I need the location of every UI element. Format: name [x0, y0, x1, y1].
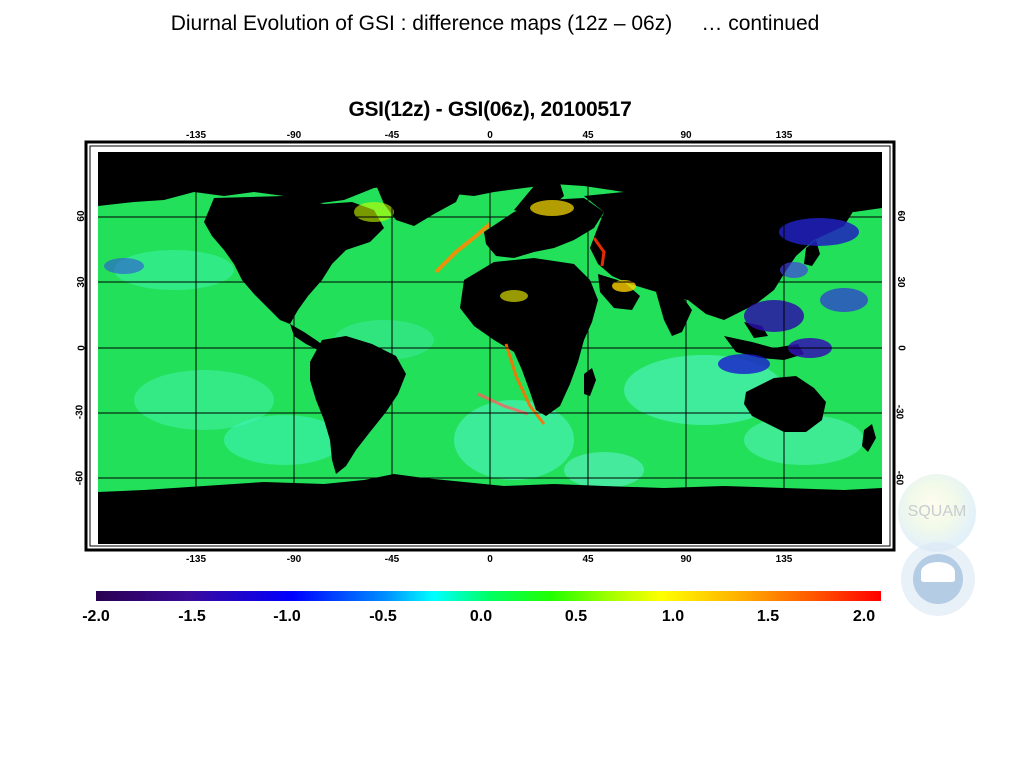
negative-anomaly	[744, 300, 804, 332]
land-japan	[804, 240, 820, 266]
ocean-texture	[744, 415, 864, 465]
lon-tick-bottom: 90	[680, 554, 692, 565]
land-new-zealand	[862, 424, 876, 452]
colorbar-label: 0.5	[564, 608, 588, 625]
lat-tick-right: 0	[895, 345, 907, 351]
negative-anomaly	[718, 354, 770, 374]
lon-tick-bottom: -135	[185, 554, 207, 565]
positive-anomaly	[530, 200, 574, 216]
land-arabia	[598, 274, 640, 310]
positive-anomaly	[477, 392, 529, 416]
land-central-america	[290, 324, 324, 350]
lon-tick-bottom: 0	[487, 554, 493, 565]
lat-tick-right: 60	[895, 210, 907, 222]
ocean-texture	[564, 452, 644, 488]
lon-tick-bottom: -90	[286, 554, 302, 565]
positive-anomaly	[500, 290, 528, 302]
map-title: GSI(12z) - GSI(06z), 20100517	[348, 98, 632, 121]
land-scandinavia	[514, 180, 564, 216]
lon-tick-top: -45	[384, 130, 400, 141]
colorbar-label: 1.5	[756, 608, 780, 625]
colorbar-label: 2.0	[852, 608, 876, 625]
colorbar	[96, 591, 881, 601]
positive-anomaly	[354, 202, 394, 222]
colorbar-label: -1.5	[178, 608, 206, 625]
colorbar-label: -0.5	[369, 608, 397, 625]
map-frame-inner	[89, 145, 891, 547]
lon-tick-top: 90	[680, 130, 692, 141]
positive-anomaly	[434, 222, 492, 274]
ocean-texture	[224, 415, 344, 465]
noaa-logo-text: NOAA	[926, 568, 950, 577]
land-australia	[744, 376, 826, 432]
colorbar-label: 0.0	[469, 608, 493, 625]
ocean-texture	[134, 370, 274, 430]
gsi-difference-map	[84, 140, 896, 552]
lat-tick-right: 30	[895, 276, 907, 288]
land-madagascar	[584, 368, 596, 396]
map-frame-outer	[84, 140, 896, 552]
slide-title: Diurnal Evolution of GSI : difference ma…	[170, 12, 820, 35]
lon-tick-top: 45	[582, 130, 594, 141]
negative-anomaly	[104, 258, 144, 274]
negative-anomaly	[779, 218, 859, 246]
positive-anomaly	[592, 237, 606, 267]
lon-tick-bottom: 135	[775, 554, 793, 565]
land-africa	[460, 258, 598, 416]
noaa-logo: NOAA	[901, 542, 975, 616]
ocean-texture	[114, 250, 234, 290]
positive-anomaly	[612, 280, 636, 292]
land-south-america	[310, 336, 406, 474]
colorbar-label: 1.0	[661, 608, 685, 625]
squam-logo-text: SQUAM	[907, 503, 967, 520]
lon-tick-top: -135	[185, 130, 207, 141]
lon-tick-top: 135	[775, 130, 793, 141]
colorbar-label: -1.0	[273, 608, 301, 625]
negative-anomaly	[780, 262, 808, 278]
graticule	[98, 152, 882, 544]
colorbar-label: -2.0	[82, 608, 110, 625]
lon-tick-top: -90	[286, 130, 302, 141]
lon-tick-top: 0	[487, 130, 493, 141]
land-greenland	[374, 176, 464, 226]
negative-anomaly	[820, 288, 868, 312]
positive-anomaly	[504, 343, 546, 425]
land-india	[656, 292, 692, 336]
ocean-texture	[454, 400, 574, 480]
lon-tick-bottom: -45	[384, 554, 400, 565]
land-europe	[484, 198, 604, 258]
lon-tick-bottom: 45	[582, 554, 594, 565]
noaa-bird-icon	[921, 562, 955, 582]
squam-logo: SQUAM	[898, 474, 976, 552]
land-asia	[584, 190, 854, 320]
